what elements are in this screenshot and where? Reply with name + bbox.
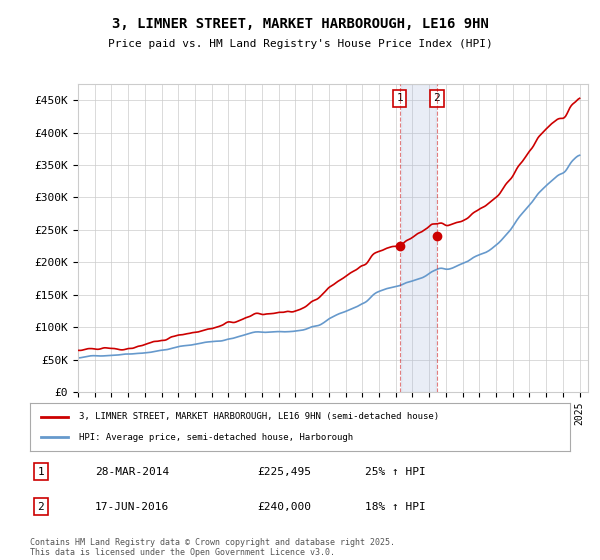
Text: 1: 1 xyxy=(397,93,403,103)
Text: 3, LIMNER STREET, MARKET HARBOROUGH, LE16 9HN (semi-detached house): 3, LIMNER STREET, MARKET HARBOROUGH, LE1… xyxy=(79,412,439,421)
Text: Price paid vs. HM Land Registry's House Price Index (HPI): Price paid vs. HM Land Registry's House … xyxy=(107,39,493,49)
Text: HPI: Average price, semi-detached house, Harborough: HPI: Average price, semi-detached house,… xyxy=(79,433,353,442)
Text: £240,000: £240,000 xyxy=(257,502,311,512)
Text: Contains HM Land Registry data © Crown copyright and database right 2025.
This d: Contains HM Land Registry data © Crown c… xyxy=(30,538,395,557)
Text: 28-MAR-2014: 28-MAR-2014 xyxy=(95,467,169,477)
Text: 17-JUN-2016: 17-JUN-2016 xyxy=(95,502,169,512)
Text: 3, LIMNER STREET, MARKET HARBOROUGH, LE16 9HN: 3, LIMNER STREET, MARKET HARBOROUGH, LE1… xyxy=(112,17,488,31)
Text: £225,495: £225,495 xyxy=(257,467,311,477)
Text: 1: 1 xyxy=(37,467,44,477)
Text: 18% ↑ HPI: 18% ↑ HPI xyxy=(365,502,425,512)
Text: 2: 2 xyxy=(37,502,44,512)
Text: 25% ↑ HPI: 25% ↑ HPI xyxy=(365,467,425,477)
Text: 2: 2 xyxy=(433,93,440,103)
